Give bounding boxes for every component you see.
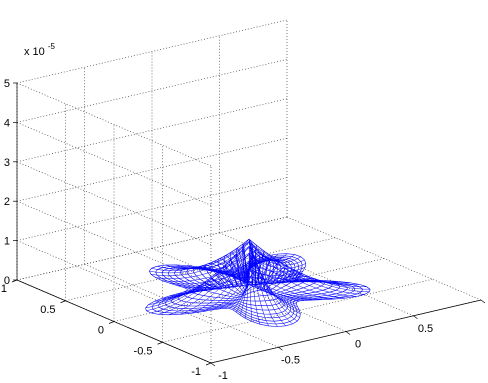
y-tick-mark xyxy=(108,321,115,324)
y-tick-label: 0.5 xyxy=(40,304,55,316)
surface-spoke xyxy=(168,246,250,316)
surface-spoke xyxy=(158,241,250,315)
z-tick-label: 4 xyxy=(4,117,10,129)
surface-spoke xyxy=(248,262,334,300)
x-tick-mark xyxy=(413,315,418,320)
z-tick-label: 0 xyxy=(4,275,10,287)
x-tick-label: 0 xyxy=(355,339,361,351)
y-tick-mark xyxy=(60,300,66,304)
back-wall-gridline-z xyxy=(16,59,288,123)
surface-spoke xyxy=(248,270,304,276)
z-tick-label: 3 xyxy=(4,157,10,169)
surface-spoke xyxy=(248,284,299,302)
surface-spoke xyxy=(154,254,250,302)
surface-spoke xyxy=(248,276,312,301)
x-tick-mark xyxy=(480,299,486,304)
back-wall-gridline-z xyxy=(16,216,288,281)
surface-spoke xyxy=(248,252,350,284)
back-wall-gridline-z xyxy=(16,19,288,84)
y-tick-mark xyxy=(157,341,163,345)
surface-spoke xyxy=(191,260,250,314)
surface-spoke xyxy=(177,275,250,287)
surface-spoke xyxy=(248,260,339,283)
surface-spoke xyxy=(248,268,327,282)
x-tick-label: 0.5 xyxy=(418,323,433,335)
left-wall-gridline-z xyxy=(16,200,212,285)
surface-spoke xyxy=(248,247,261,325)
surface-spoke xyxy=(248,268,300,311)
surface-spoke xyxy=(145,242,250,309)
surface-spoke xyxy=(162,260,250,282)
back-wall-gridline-z xyxy=(16,137,288,202)
surface-spoke xyxy=(248,281,305,301)
surface-spoke xyxy=(248,254,346,299)
surface-spoke xyxy=(155,252,250,279)
y-tick-label: -0.5 xyxy=(134,345,153,357)
x-tick-mark xyxy=(210,362,216,367)
surface-spoke xyxy=(239,270,250,316)
floor-gridline-x xyxy=(286,216,482,301)
surface-spoke xyxy=(248,275,316,283)
x-tick-mark xyxy=(345,331,351,335)
left-wall-gridline-z xyxy=(16,122,212,206)
surface-spoke xyxy=(149,241,250,274)
y-tick-label: -1 xyxy=(191,366,201,378)
z-multiplier-base: x 10 xyxy=(24,46,45,58)
surface-spoke xyxy=(248,273,301,280)
surface-spoke xyxy=(225,284,250,309)
surface-spoke xyxy=(248,239,370,293)
surface-spoke xyxy=(150,238,250,314)
surface-mesh xyxy=(145,238,371,327)
z-multiplier-exponent: -5 xyxy=(48,42,56,51)
surface-spoke xyxy=(212,275,250,311)
surface-spoke xyxy=(248,241,367,287)
y-tick-mark xyxy=(205,362,212,366)
floor-gridline-y xyxy=(113,258,385,322)
left-wall-gridline-z xyxy=(16,240,212,324)
surface-spoke xyxy=(219,281,250,310)
surface-spoke xyxy=(146,239,250,311)
surface-spoke xyxy=(249,279,302,285)
x-tick-label: -0.5 xyxy=(281,354,300,366)
surface-spoke xyxy=(151,238,250,271)
z-tick-label: 1 xyxy=(4,236,10,248)
back-wall-gridline-z xyxy=(16,98,288,163)
surface-spoke xyxy=(248,246,360,285)
surface-spoke xyxy=(248,239,278,327)
z-tick-label: 2 xyxy=(4,196,10,208)
surface-spoke xyxy=(202,268,250,312)
left-wall-gridline-z xyxy=(16,161,212,246)
floor-gridline-y xyxy=(162,278,433,343)
axis-grid xyxy=(16,19,482,364)
surface-spoke xyxy=(170,268,250,285)
x-tick-label: -1 xyxy=(218,370,228,382)
z-tick-label: 5 xyxy=(4,78,10,90)
back-wall-gridline-z xyxy=(16,177,288,241)
left-wall-gridline-z xyxy=(16,82,212,167)
y-tick-label: 0 xyxy=(98,325,104,337)
surface-spoke xyxy=(248,254,306,269)
y-tick-label: 1 xyxy=(1,283,7,295)
surface-spoke xyxy=(179,253,250,315)
z-multiplier-label: x 10 -5 xyxy=(24,42,56,58)
surface-spoke xyxy=(248,247,357,297)
surface-spoke xyxy=(183,281,250,288)
surface-spoke xyxy=(248,241,293,325)
surface-spoke xyxy=(248,270,323,300)
x-tick-mark xyxy=(278,346,283,351)
surface-spoke xyxy=(245,262,250,319)
